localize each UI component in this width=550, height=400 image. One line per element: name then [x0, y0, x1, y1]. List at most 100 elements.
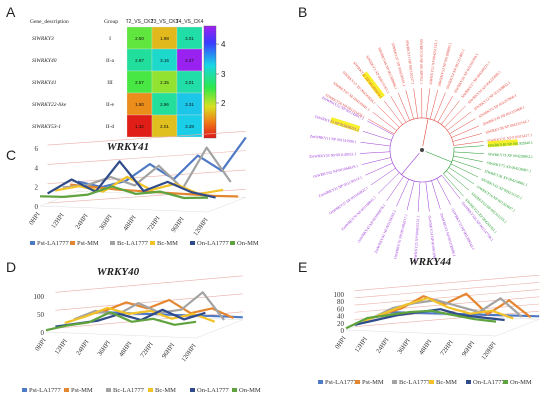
chart-title: WRKY44 — [409, 256, 452, 268]
chart-wrky41: 0 2 4 6 0HPI 12HPI 24HPI 36HPI 48HPI 72HPI 96HPI 12… — [28, 131, 259, 247]
chart-legend-label: Pst-LA1777 — [29, 387, 62, 394]
chart-title: WRKY41 — [107, 141, 149, 153]
tree-branch — [451, 125, 480, 138]
tree-branch — [413, 88, 418, 119]
tree-branch — [452, 159, 481, 170]
tree-clade-arc — [394, 117, 454, 146]
tree-branch — [365, 162, 393, 176]
chart-legend-swatch — [30, 241, 35, 245]
heatmap-group-label: I — [109, 36, 111, 42]
chart-gridline — [354, 289, 540, 306]
chart-xtick-label: 120HPI — [480, 341, 497, 362]
tree-branch — [443, 173, 464, 197]
chart-ytick-label: 50 — [37, 311, 45, 319]
chart-xtick-label: 12HPI — [354, 336, 369, 354]
tree-branch — [372, 112, 397, 131]
heatmap-cell-value: 3.31 — [185, 102, 194, 107]
tree-branch — [405, 90, 414, 120]
heatmap-cell-value: 2.35 — [160, 80, 169, 85]
tree-leaf-label: ZmWRKY25 XP 008655112.1 — [413, 216, 420, 263]
heatmap-cell-value: 1.32 — [135, 124, 144, 129]
tree-highlight — [329, 117, 361, 132]
chart-xtick-label: 48HPI — [122, 214, 137, 232]
chart-legend-label: On-LA1777 — [197, 387, 230, 394]
chart-xtick-label: 48HPI — [118, 340, 133, 358]
tree-leaf-label: SlWRKY73 XP 004239802.1 — [488, 152, 533, 159]
tree-branch — [450, 163, 478, 178]
chart-legend-label: Pst-LA1777 — [37, 240, 70, 247]
heatmap-gene-label: SlWRKY53-1 — [32, 124, 61, 130]
chart-xtick-label: 12HPI — [54, 338, 69, 356]
chart-legend-swatch — [429, 380, 434, 384]
tree-branch — [449, 118, 476, 135]
chart-series-line — [39, 185, 209, 200]
chart-xtick-label: 72HPI — [146, 215, 161, 233]
heatmap-cell-value: 2.50 — [135, 36, 144, 41]
tree-branch — [453, 155, 483, 162]
tree-leaf-label: OsWRKY62 NP 001064819.1 — [313, 164, 359, 179]
chart-ytick-label: 80 — [337, 298, 345, 306]
heatmap-gene-label: SlWRKY40 — [32, 57, 57, 64]
tree-branch — [368, 118, 395, 135]
chart-legend-swatch — [355, 380, 360, 384]
tree-branch — [431, 180, 441, 210]
chart-legend-swatch — [150, 241, 155, 245]
tree-branch — [362, 131, 392, 141]
heatmap-cell-value: 2.57 — [135, 80, 144, 85]
chart-legend-swatch — [318, 380, 323, 384]
tree-branch — [390, 96, 407, 123]
tree-branch — [425, 88, 431, 119]
chart-xtick-label: 120HPI — [192, 217, 209, 238]
chart-legend-swatch — [148, 388, 153, 392]
tree-leaf-label: SlWRKY6 NP 001297866.1 — [478, 93, 517, 118]
tree-branch — [433, 92, 446, 121]
tree-highlight — [487, 139, 518, 148]
heatmap-color-scale — [203, 25, 217, 139]
tree-branch — [361, 157, 391, 165]
tree-branch — [453, 145, 484, 149]
chart-xtick-label: 0HPI — [28, 211, 42, 226]
chart-xtick-label: 0HPI — [34, 337, 48, 352]
tree-branch — [377, 106, 400, 128]
chart-xtick-label: 36HPI — [396, 338, 411, 356]
tree-leaf-label: SlWRKY31 XP 010315417.1 — [487, 133, 532, 143]
chart-series-line — [345, 309, 497, 330]
heatmap-column-label: T2_VS_CK2 — [126, 19, 154, 25]
chart-legend-swatch — [503, 380, 508, 384]
chart-xtick-label: 24HPI — [74, 213, 89, 231]
chart-legend-label: Pst-MM — [77, 240, 99, 247]
tree-branch — [447, 111, 472, 131]
chart-series-line — [83, 298, 234, 320]
panel-label-a: A — [6, 4, 16, 20]
tree-branch — [386, 176, 404, 202]
heatmap-group-label: II-d — [106, 124, 114, 130]
chart-series-line — [64, 306, 216, 324]
chart-series-line — [47, 160, 216, 199]
chart-xtick-label: 12HPI — [50, 212, 65, 230]
chart-xtick-label: 24HPI — [375, 337, 390, 355]
chart-ytick-label: 6 — [35, 145, 39, 153]
chart-legend-swatch — [232, 388, 237, 392]
chart-xtick-label: 72HPI — [439, 339, 454, 357]
chart-xtick-label: 36HPI — [98, 214, 113, 232]
chart-legend-label: On-MM — [239, 387, 261, 394]
tree-root — [420, 148, 424, 152]
panel-label-d: D — [6, 259, 16, 275]
tree-branch — [406, 180, 415, 211]
tree-highlight — [361, 71, 385, 99]
chart-xtick-label: 48HPI — [418, 338, 433, 356]
chart-legend-swatch — [392, 380, 397, 384]
tree-branch — [441, 175, 461, 200]
chart-legend-label: Bc-MM — [155, 387, 176, 394]
tree-leaf-label: ZmWRKY3 NP 001150688.1 — [439, 213, 456, 257]
chart-legend-label: Pst-LA1777 — [325, 379, 358, 386]
chart-legend-swatch — [110, 241, 115, 245]
chart-gridline — [354, 296, 540, 313]
tree-leaf-label: OsWRKY76 NP 001404217.1 — [393, 214, 408, 260]
chart-legend-label: Bc-LA1777 — [399, 379, 431, 386]
tree-clade-stem — [422, 118, 429, 147]
heatmap-cell-value: 3.15 — [160, 58, 169, 63]
tree-branch — [417, 181, 421, 212]
chart-wrky40: 0 50 100 0HPI 12HPI 24HPI 36HPI 48HPI 72HPI 96HPI… — [22, 266, 261, 394]
